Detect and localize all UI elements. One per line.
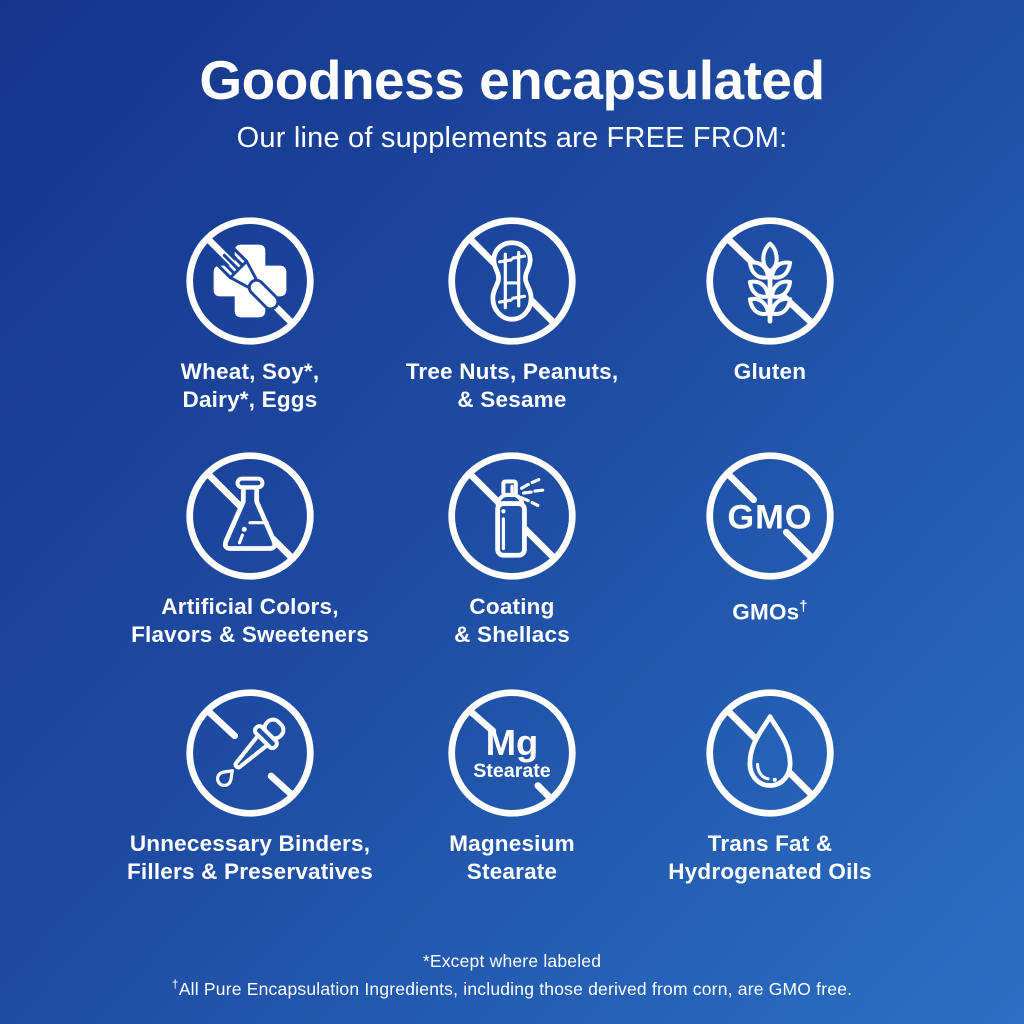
page-subtitle: Our line of supplements are FREE FROM: [236, 122, 788, 154]
no-binders-fillers-preservatives-icon [186, 689, 314, 817]
free-from-label: Trans Fat & Hydrogenated Oils [668, 831, 872, 884]
footnote-except-where-labeled: *Except where labeled [422, 951, 602, 971]
dagger-mark: † [799, 599, 808, 615]
no-coating-shellacs-icon [448, 452, 576, 580]
free-from-item-wheat-soy-dairy-eggs: Wheat, Soy*, Dairy*, Eggs [110, 214, 390, 414]
dagger-mark: † [171, 977, 179, 991]
free-from-label: Wheat, Soy*, Dairy*, Eggs [180, 359, 320, 412]
free-from-item-coating-shellacs: Coating & Shellacs [372, 449, 652, 649]
footnote-gmo-free: †All Pure Encapsulation Ingredients, inc… [171, 977, 853, 999]
svg-text:Stearate: Stearate [473, 760, 550, 782]
no-tree-nuts-peanuts-sesame-icon [448, 217, 576, 345]
free-from-label: Artificial Colors, Flavors & Sweeteners [131, 594, 369, 647]
free-from-item-gluten: Gluten [630, 214, 910, 386]
free-from-label: Unnecessary Binders, Fillers & Preservat… [126, 831, 373, 884]
free-from-item-artificial-colors-flavors-sweeteners: Artificial Colors, Flavors & Sweeteners [110, 449, 390, 649]
no-gmo-icon: GMO [706, 452, 834, 580]
no-magnesium-stearate-icon: Mg Stearate [448, 689, 576, 817]
free-from-label: Coating & Shellacs [454, 594, 570, 647]
free-from-item-unnecessary-binders-fillers-preservatives: Unnecessary Binders, Fillers & Preservat… [110, 686, 390, 886]
free-from-item-trans-fat-hydrogenated-oils: Trans Fat & Hydrogenated Oils [630, 686, 910, 886]
free-from-item-magnesium-stearate: Mg Stearate Magnesium Stearate [372, 686, 652, 886]
svg-text:GMO: GMO [727, 498, 812, 536]
no-gluten-icon [706, 217, 834, 345]
free-from-label: Gluten [733, 359, 807, 384]
free-from-label: Tree Nuts, Peanuts, & Sesame [405, 359, 619, 412]
no-trans-fat-icon [706, 689, 834, 817]
free-from-label: GMOs† [732, 599, 808, 625]
free-from-item-gmos: GMO GMOs† [630, 449, 910, 627]
free-from-item-tree-nuts-peanuts-sesame: Tree Nuts, Peanuts, & Sesame [372, 214, 652, 414]
svg-text:Mg: Mg [486, 722, 539, 763]
free-from-label: Magnesium Stearate [449, 831, 575, 884]
no-artificial-colors-flavors-sweeteners-icon [186, 452, 314, 580]
page-title: Goodness encapsulated [199, 49, 825, 111]
no-wheat-soy-dairy-eggs-icon [186, 217, 314, 345]
